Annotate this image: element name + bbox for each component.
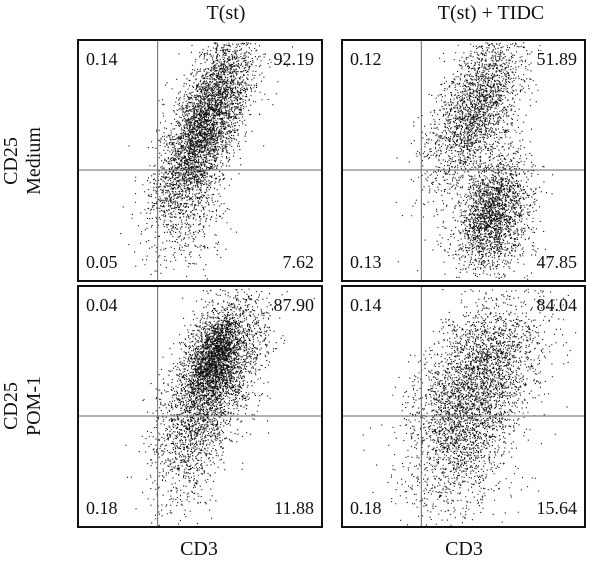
- quadrant-lower-right-value: 15.64: [536, 498, 578, 518]
- quadrant-upper-left-value: 0.14: [350, 295, 382, 315]
- scatter-plot-medium-tst: [79, 41, 321, 280]
- quadrant-lower-left-value: 0.18: [350, 498, 382, 518]
- quadrant-lower-left-value: 0.05: [86, 252, 118, 272]
- row-label-bottom-condition: POM-1: [23, 376, 45, 437]
- quadrant-upper-left-value: 0.12: [350, 49, 382, 69]
- row-label-top-marker: CD25: [0, 137, 22, 185]
- event-dots: [125, 288, 315, 526]
- quadrant-upper-right-value: 51.89: [536, 49, 578, 69]
- row-label-top-condition: Medium: [23, 127, 45, 195]
- column-title-left: T(st): [206, 2, 246, 24]
- event-dots: [120, 42, 293, 280]
- quadrant-lower-left-value: 0.18: [86, 498, 118, 518]
- quadrant-upper-right-value: 87.90: [273, 295, 315, 315]
- event-dots: [362, 288, 577, 526]
- quadrant-lower-right-value: 7.62: [282, 252, 315, 272]
- quadrant-upper-right-value: 92.19: [273, 49, 315, 69]
- plot-panel-medium-tst: 0.14 92.19 0.05 7.62: [77, 39, 323, 282]
- quadrant-upper-right-value: 84.04: [536, 295, 578, 315]
- plot-panel-pom1-tst: 0.04 87.90 0.18 11.88: [77, 285, 323, 528]
- event-dots: [395, 42, 554, 280]
- quadrant-lower-left-value: 0.13: [350, 252, 382, 272]
- scatter-plot-pom1-tst: [79, 287, 321, 526]
- scatter-plot-medium-tst-tidc: [343, 41, 584, 280]
- quadrant-upper-left-value: 0.04: [86, 295, 118, 315]
- row-label-top: CD25 Medium: [0, 36, 50, 286]
- scatter-plot-pom1-tst-tidc: [343, 287, 584, 526]
- plot-panel-medium-tst-tidc: 0.12 51.89 0.13 47.85: [341, 39, 586, 282]
- x-axis-label-left: CD3: [180, 538, 218, 560]
- row-label-bottom: CD25 POM-1: [0, 281, 50, 531]
- quadrant-lower-right-value: 47.85: [536, 252, 578, 272]
- row-label-bottom-marker: CD25: [0, 382, 22, 430]
- column-title-right: T(st) + TIDC: [437, 2, 545, 24]
- x-axis-label-right: CD3: [445, 538, 483, 560]
- quadrant-lower-right-value: 11.88: [274, 498, 314, 518]
- plot-panel-pom1-tst-tidc: 0.14 84.04 0.18 15.64: [341, 285, 586, 528]
- quadrant-upper-left-value: 0.14: [86, 49, 118, 69]
